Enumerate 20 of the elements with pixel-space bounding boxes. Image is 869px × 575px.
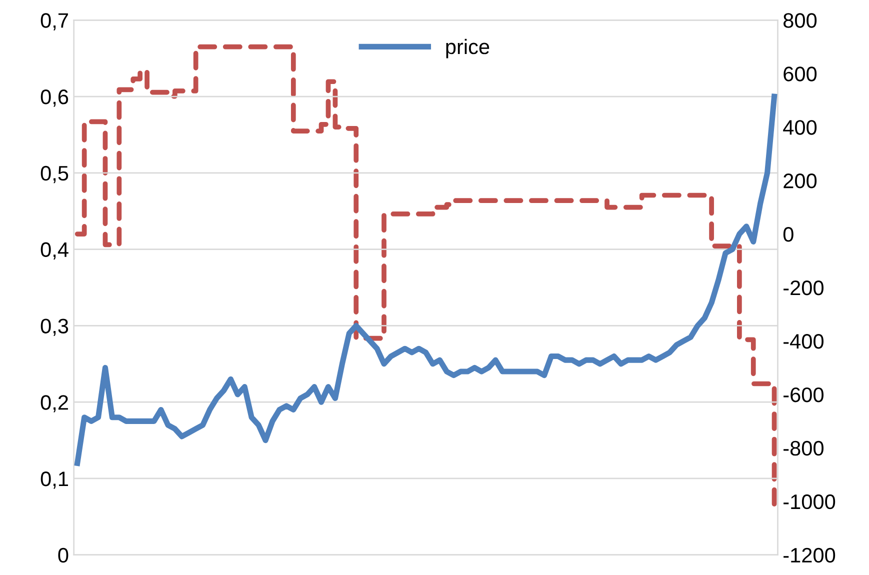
y-tick-label: 0,6	[40, 90, 68, 107]
y2-tick-label: 600	[784, 66, 817, 82]
y-tick-label: 0,3	[40, 318, 68, 336]
y2-tick-label: 200	[784, 174, 817, 188]
y2-tick-label: -1000	[784, 494, 836, 510]
y2-tick-label: -800	[784, 440, 824, 456]
y2-tick-label: -600	[784, 387, 824, 402]
y2-tick-label: -200	[784, 280, 824, 296]
y2-tick-label: -1200	[784, 548, 836, 563]
y-tick-label: 0,1	[40, 471, 68, 489]
legend-label: price	[446, 38, 490, 58]
y-tick-label: 0,4	[40, 242, 68, 260]
y2-tick-label: 800	[784, 13, 817, 28]
y-tick-label: 0	[58, 548, 68, 563]
y-tick-label: 0,2	[40, 395, 68, 412]
y2-tick-label: 0	[783, 227, 794, 242]
y2-tick-label: 400	[783, 120, 817, 135]
y-tick-label: 0,7	[40, 13, 68, 30]
y2-tick-label: -400	[784, 334, 824, 349]
y-tick-label: 0,5	[40, 166, 68, 184]
